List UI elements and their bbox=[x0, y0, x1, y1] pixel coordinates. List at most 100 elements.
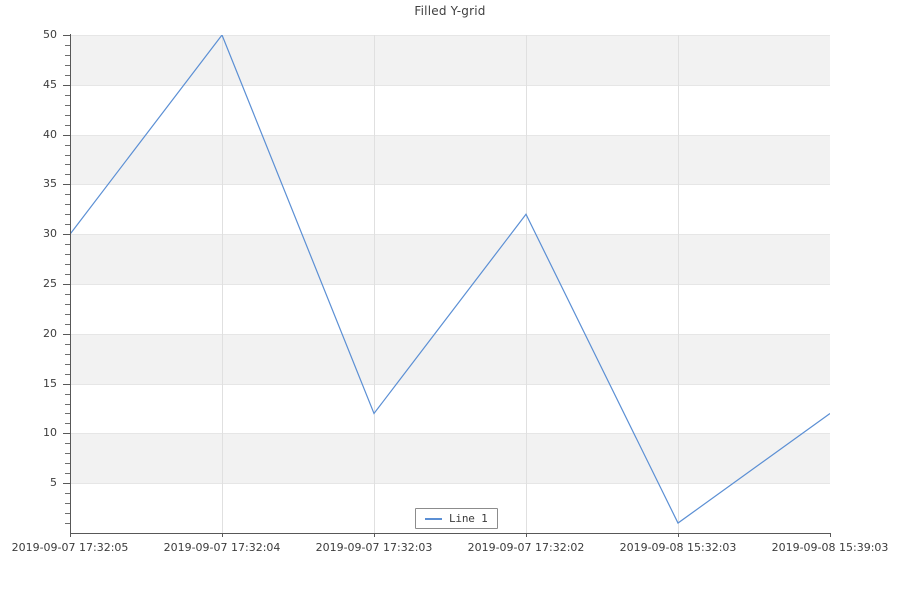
y-axis-minor-tick bbox=[65, 274, 70, 276]
y-axis-minor-tick bbox=[65, 343, 70, 345]
y-axis-minor-tick bbox=[65, 124, 70, 126]
x-axis-tick bbox=[830, 533, 831, 537]
y-gridline bbox=[70, 85, 830, 86]
y-axis-minor-tick bbox=[65, 463, 70, 465]
y-gridline bbox=[70, 334, 830, 335]
y-axis-minor-tick bbox=[65, 74, 70, 76]
y-axis-minor-tick bbox=[65, 453, 70, 455]
y-grid-band bbox=[70, 234, 830, 284]
x-axis-tick bbox=[526, 533, 527, 537]
y-axis-tick-label: 10 bbox=[43, 426, 57, 440]
y-axis-minor-tick bbox=[65, 423, 70, 425]
y-axis-minor-tick bbox=[65, 154, 70, 156]
y-grid-band bbox=[70, 35, 830, 85]
plot-area bbox=[70, 35, 830, 533]
x-gridline bbox=[222, 35, 223, 533]
y-axis-minor-tick bbox=[65, 174, 70, 176]
chart-title: Filled Y-grid bbox=[414, 4, 486, 18]
y-axis-minor-tick bbox=[65, 443, 70, 445]
chart-legend[interactable]: Line 1 bbox=[415, 508, 498, 529]
y-axis-minor-tick bbox=[65, 254, 70, 256]
y-axis-tick-label: 15 bbox=[43, 376, 57, 390]
y-axis-tick-label: 30 bbox=[43, 227, 57, 241]
y-axis-spine bbox=[70, 34, 71, 534]
y-axis-minor-tick bbox=[65, 114, 70, 116]
y-axis-minor-tick bbox=[65, 44, 70, 46]
x-axis-tick bbox=[678, 533, 679, 537]
x-gridline bbox=[374, 35, 375, 533]
y-axis-tick bbox=[63, 383, 70, 385]
y-axis-minor-tick bbox=[65, 503, 70, 505]
y-axis-minor-tick bbox=[65, 164, 70, 166]
y-gridline bbox=[70, 135, 830, 136]
y-gridline bbox=[70, 234, 830, 235]
y-gridline bbox=[70, 284, 830, 285]
legend-item-label: Line 1 bbox=[449, 512, 488, 525]
y-axis-tick-label: 25 bbox=[43, 277, 57, 290]
y-axis-tick-label: 5 bbox=[50, 476, 57, 490]
y-axis-minor-tick bbox=[65, 323, 70, 325]
y-grid-band bbox=[70, 433, 830, 484]
x-axis-tick-label: 2019-09-08 15:39:03 bbox=[771, 541, 889, 554]
y-axis-minor-tick bbox=[65, 204, 70, 206]
y-gridline bbox=[70, 35, 830, 36]
y-gridline bbox=[70, 483, 830, 484]
legend-line-swatch-icon bbox=[425, 517, 442, 520]
x-axis-tick-label: 2019-09-08 15:32:03 bbox=[619, 541, 737, 554]
y-axis-minor-tick bbox=[65, 493, 70, 495]
x-axis-tick-label: 2019-09-07 17:32:02 bbox=[467, 541, 585, 554]
y-axis-minor-tick bbox=[65, 303, 70, 305]
y-axis-minor-tick bbox=[65, 403, 70, 405]
y-axis-minor-tick bbox=[65, 393, 70, 395]
y-axis-minor-tick bbox=[65, 224, 70, 226]
y-axis-tick-label: 45 bbox=[43, 77, 57, 91]
x-gridline bbox=[678, 35, 679, 533]
y-axis-minor-tick bbox=[65, 104, 70, 106]
y-axis-minor-tick bbox=[65, 264, 70, 266]
y-axis-minor-tick bbox=[65, 194, 70, 196]
y-axis-tick-label: 35 bbox=[43, 177, 57, 191]
y-grid-band bbox=[70, 134, 830, 185]
y-gridline bbox=[70, 384, 830, 385]
y-axis-minor-tick bbox=[65, 473, 70, 475]
y-axis-tick bbox=[63, 483, 70, 485]
x-axis-tick bbox=[70, 533, 71, 537]
y-axis-tick-label: 50 bbox=[43, 28, 57, 41]
data-series-layer bbox=[70, 35, 830, 524]
x-axis-tick bbox=[374, 533, 375, 537]
y-axis-minor-tick bbox=[65, 293, 70, 295]
y-axis-tick-label: 40 bbox=[43, 127, 57, 141]
y-axis-minor-tick bbox=[65, 373, 70, 375]
y-axis-minor-tick bbox=[65, 144, 70, 146]
y-axis-minor-tick bbox=[65, 94, 70, 96]
x-axis-tick-label: 2019-09-07 17:32:03 bbox=[315, 541, 433, 554]
y-axis-tick bbox=[63, 134, 70, 136]
y-axis-minor-tick bbox=[65, 64, 70, 66]
y-gridline bbox=[70, 433, 830, 434]
y-axis-minor-tick bbox=[65, 523, 70, 525]
y-axis-minor-tick bbox=[65, 413, 70, 415]
y-axis-minor-tick bbox=[65, 513, 70, 515]
y-axis-minor-tick bbox=[65, 313, 70, 315]
y-axis-tick bbox=[63, 333, 70, 335]
y-axis-minor-tick bbox=[65, 353, 70, 355]
x-axis-tick-label: 2019-09-07 17:32:04 bbox=[163, 541, 281, 554]
x-axis-tick bbox=[222, 533, 223, 537]
y-axis-minor-tick bbox=[65, 54, 70, 56]
y-axis-tick-label: 20 bbox=[43, 326, 57, 340]
y-axis-tick bbox=[63, 234, 70, 236]
y-axis-tick bbox=[63, 284, 70, 285]
line-series-line-1 bbox=[70, 35, 830, 524]
x-axis-spine bbox=[70, 533, 831, 534]
y-axis-minor-tick bbox=[65, 214, 70, 216]
y-grid-band bbox=[70, 333, 830, 384]
y-axis-tick bbox=[63, 35, 70, 36]
y-gridline bbox=[70, 184, 830, 185]
y-axis-minor-tick bbox=[65, 363, 70, 365]
x-gridline bbox=[526, 35, 527, 533]
y-axis-tick bbox=[63, 184, 70, 186]
y-axis-tick bbox=[63, 84, 70, 86]
y-axis-tick bbox=[63, 433, 70, 435]
x-axis-tick-label: 2019-09-07 17:32:05 bbox=[11, 541, 129, 554]
